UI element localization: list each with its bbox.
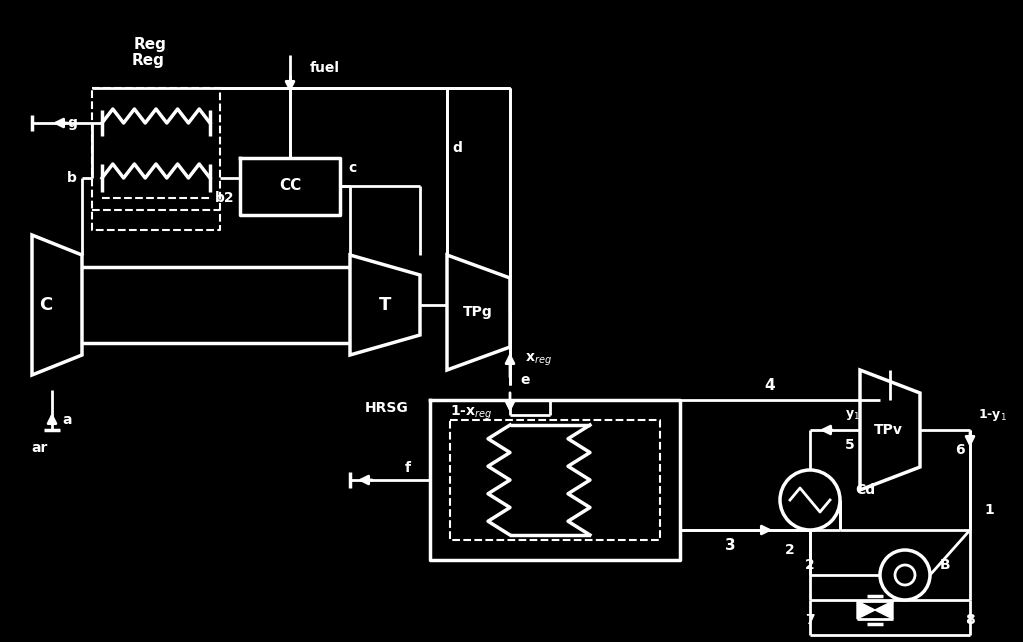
- Text: 1: 1: [984, 503, 993, 517]
- Text: 2: 2: [805, 558, 815, 572]
- Text: f: f: [405, 461, 411, 475]
- Text: 1-x$_{reg}$: 1-x$_{reg}$: [450, 404, 492, 422]
- Text: b2: b2: [215, 191, 234, 205]
- Text: 2: 2: [786, 543, 795, 557]
- Text: x$_{reg}$: x$_{reg}$: [525, 352, 551, 368]
- Text: d: d: [452, 141, 461, 155]
- Polygon shape: [875, 601, 893, 619]
- Text: 6: 6: [955, 443, 965, 457]
- Text: 4: 4: [764, 377, 775, 392]
- Text: e: e: [520, 373, 530, 387]
- Text: HRSG: HRSG: [364, 401, 408, 415]
- Text: g: g: [68, 116, 77, 130]
- Text: TPv: TPv: [874, 423, 902, 437]
- Text: 3: 3: [724, 537, 736, 553]
- Text: 8: 8: [965, 613, 975, 627]
- Text: C: C: [39, 296, 52, 314]
- Text: TPg: TPg: [463, 305, 493, 319]
- Text: 1-y$_1$: 1-y$_1$: [978, 407, 1007, 423]
- Text: Reg: Reg: [134, 37, 167, 53]
- Text: a: a: [62, 413, 72, 427]
- Text: Cd: Cd: [855, 483, 875, 497]
- Polygon shape: [857, 601, 875, 619]
- Text: 5: 5: [845, 438, 855, 452]
- Text: ar: ar: [32, 441, 48, 455]
- Text: B: B: [940, 558, 950, 572]
- Text: c: c: [348, 161, 356, 175]
- Text: CC: CC: [279, 178, 301, 193]
- Text: Reg: Reg: [132, 53, 165, 67]
- Text: y$_1$: y$_1$: [845, 408, 860, 422]
- Text: T: T: [379, 296, 391, 314]
- Text: b: b: [68, 171, 77, 185]
- Text: 7: 7: [805, 613, 814, 627]
- Text: fuel: fuel: [310, 61, 340, 75]
